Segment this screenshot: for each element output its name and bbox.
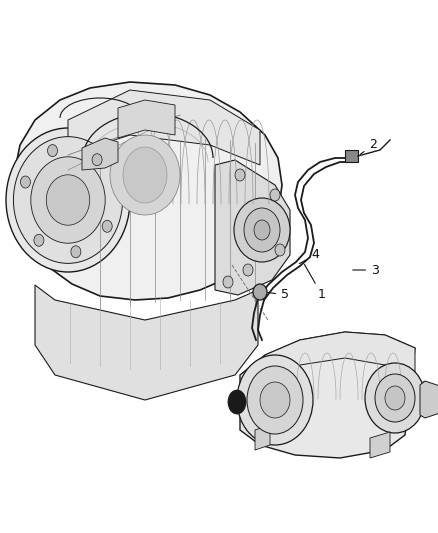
Polygon shape — [423, 382, 438, 416]
Ellipse shape — [31, 157, 105, 243]
Ellipse shape — [275, 244, 285, 256]
Polygon shape — [118, 100, 175, 138]
Polygon shape — [68, 90, 260, 165]
Ellipse shape — [235, 169, 245, 181]
Ellipse shape — [254, 220, 270, 240]
Ellipse shape — [247, 366, 303, 434]
Polygon shape — [345, 150, 358, 162]
Ellipse shape — [253, 284, 267, 300]
Ellipse shape — [228, 390, 246, 414]
Polygon shape — [255, 425, 270, 450]
Ellipse shape — [375, 374, 415, 422]
Polygon shape — [240, 332, 415, 458]
Ellipse shape — [34, 235, 44, 246]
Ellipse shape — [47, 144, 57, 157]
Text: 4: 4 — [300, 248, 319, 264]
Text: 1: 1 — [304, 264, 326, 302]
Ellipse shape — [243, 264, 253, 276]
Polygon shape — [265, 332, 415, 380]
Ellipse shape — [237, 355, 313, 445]
Polygon shape — [215, 160, 290, 295]
Polygon shape — [420, 381, 438, 418]
Ellipse shape — [270, 189, 280, 201]
Text: 5: 5 — [268, 288, 289, 302]
Ellipse shape — [21, 176, 31, 188]
Ellipse shape — [365, 363, 425, 433]
Polygon shape — [35, 285, 258, 400]
Ellipse shape — [234, 198, 290, 262]
Ellipse shape — [260, 382, 290, 418]
Polygon shape — [14, 82, 282, 300]
Ellipse shape — [71, 246, 81, 258]
Polygon shape — [82, 138, 118, 170]
Ellipse shape — [102, 220, 112, 232]
Ellipse shape — [46, 175, 90, 225]
Ellipse shape — [385, 386, 405, 410]
Ellipse shape — [6, 128, 130, 272]
Polygon shape — [370, 432, 390, 458]
Text: 2: 2 — [360, 139, 377, 155]
Ellipse shape — [92, 154, 102, 166]
Ellipse shape — [244, 208, 280, 252]
Ellipse shape — [14, 136, 123, 263]
Ellipse shape — [223, 276, 233, 288]
Ellipse shape — [110, 135, 180, 215]
Ellipse shape — [123, 147, 167, 203]
Text: 3: 3 — [353, 263, 379, 277]
